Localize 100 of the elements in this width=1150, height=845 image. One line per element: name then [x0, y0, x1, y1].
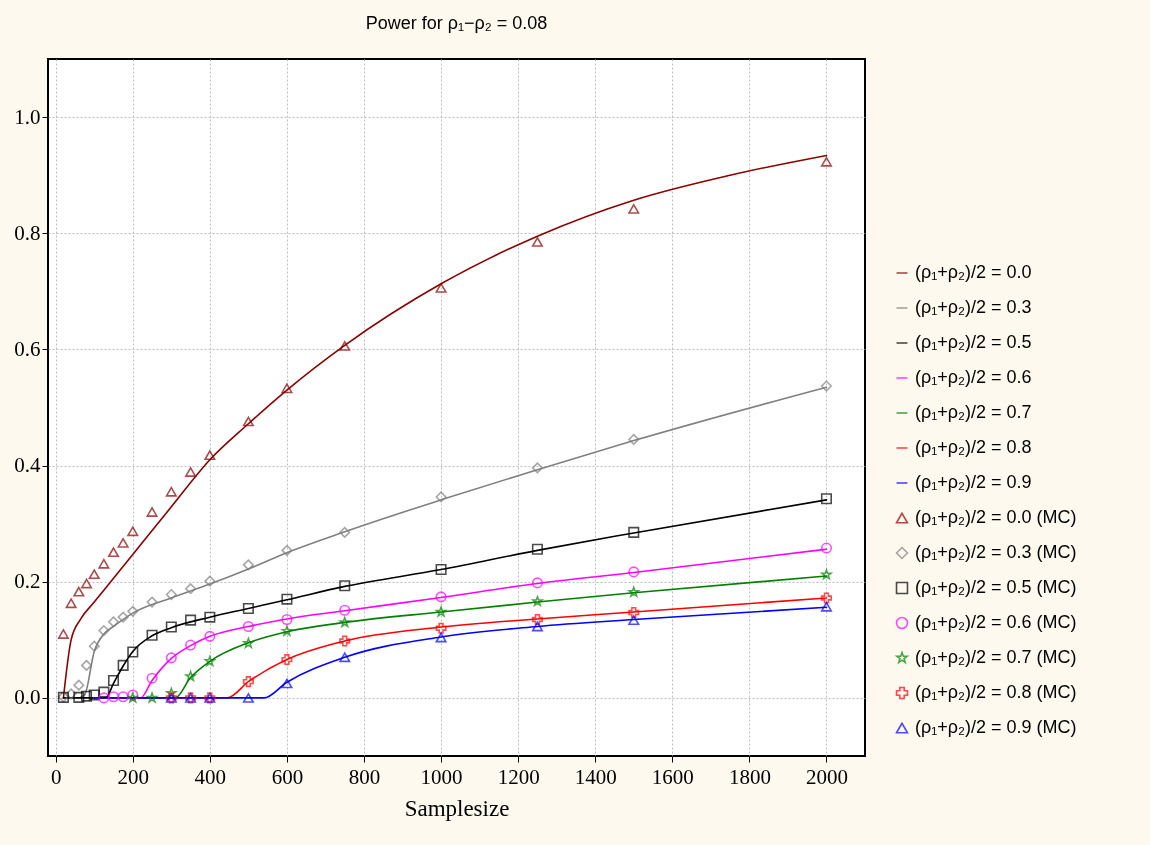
- legend-label: (ρ₁+ρ₂)/2 = 0.8 (MC): [915, 682, 1077, 702]
- point: [88, 689, 100, 701]
- point: [185, 614, 197, 626]
- point: [628, 615, 640, 625]
- point: [117, 611, 129, 623]
- point: [165, 486, 177, 497]
- point: [628, 586, 640, 597]
- point: [146, 672, 158, 684]
- x-tick-label: 1800: [728, 764, 771, 789]
- point: [820, 156, 833, 167]
- point: [435, 282, 447, 293]
- y-tick-label: 0.0: [14, 685, 41, 710]
- point: [127, 605, 139, 617]
- point: [98, 625, 110, 637]
- point: [98, 686, 110, 698]
- point: [204, 575, 216, 587]
- point: [88, 569, 100, 580]
- point: [80, 690, 93, 702]
- point: [820, 493, 833, 505]
- point: [435, 632, 447, 643]
- point: [339, 616, 351, 628]
- point: [281, 625, 293, 636]
- point: [281, 678, 293, 689]
- point: [820, 601, 833, 612]
- point: [242, 416, 254, 427]
- legend-label: (ρ₁+ρ₂)/2 = 0.5: [915, 332, 1032, 352]
- point: [242, 602, 254, 615]
- point: [165, 652, 177, 664]
- legend-label: (ρ₁+ρ₂)/2 = 0.3: [915, 297, 1032, 317]
- point: [435, 622, 447, 634]
- point: [185, 467, 197, 477]
- point: [242, 676, 254, 688]
- legend-label: (ρ₁+ρ₂)/2 = 0.6: [915, 367, 1032, 387]
- point: [146, 692, 158, 703]
- point: [185, 583, 197, 595]
- point: [628, 566, 640, 578]
- point: [57, 629, 69, 639]
- x-tick-label: 1600: [651, 764, 694, 789]
- point: [628, 433, 640, 445]
- y-tick-label: 0.6: [14, 336, 41, 361]
- x-tick-label: 2000: [805, 764, 848, 789]
- point: [339, 652, 351, 663]
- point: [435, 491, 447, 503]
- point: [281, 593, 293, 605]
- point: [339, 341, 351, 351]
- point: [531, 462, 543, 474]
- point: [185, 639, 197, 651]
- point: [242, 693, 254, 703]
- point: [107, 674, 120, 687]
- point: [339, 526, 351, 538]
- point: [117, 659, 129, 671]
- point: [204, 611, 216, 623]
- point: [88, 640, 100, 652]
- legend-label: (ρ₁+ρ₂)/2 = 0.0: [915, 262, 1032, 282]
- point: [435, 564, 447, 576]
- point: [65, 598, 77, 609]
- legend-label: (ρ₁+ρ₂)/2 = 0.9: [915, 472, 1032, 492]
- point: [80, 659, 93, 671]
- point: [628, 606, 640, 619]
- point: [531, 543, 543, 555]
- x-axis-title: Samplesize: [404, 795, 510, 821]
- y-tick-label: 0.2: [14, 569, 41, 594]
- point: [281, 613, 293, 626]
- legend-label: (ρ₁+ρ₂)/2 = 0.3 (MC): [915, 542, 1077, 562]
- y-tick-label: 0.8: [14, 220, 41, 245]
- point: [281, 383, 293, 394]
- point: [531, 237, 543, 247]
- x-tick-label: 400: [194, 764, 227, 789]
- point: [281, 654, 293, 666]
- y-tick-label: 1.0: [14, 104, 41, 129]
- x-tick-label: 1000: [420, 764, 463, 789]
- point: [531, 613, 543, 626]
- point: [531, 577, 543, 589]
- point: [73, 691, 85, 703]
- x-tick-label: 200: [117, 764, 150, 789]
- point: [281, 544, 293, 556]
- point: [107, 691, 120, 703]
- point: [628, 526, 640, 538]
- point: [204, 630, 216, 642]
- legend-label: (ρ₁+ρ₂)/2 = 0.5 (MC): [915, 577, 1077, 597]
- point: [127, 526, 139, 537]
- point: [820, 380, 833, 392]
- point: [628, 203, 640, 214]
- point: [117, 537, 129, 548]
- point: [435, 606, 447, 617]
- legend-label: (ρ₁+ρ₂)/2 = 0.6 (MC): [915, 612, 1077, 632]
- legend-label: (ρ₁+ρ₂)/2 = 0.7 (MC): [915, 647, 1077, 667]
- point: [435, 591, 447, 603]
- point: [98, 692, 110, 704]
- chart-title: Power for ρ₁−ρ₂ = 0.08: [365, 13, 548, 33]
- point: [339, 604, 351, 616]
- point: [820, 592, 833, 604]
- legend-label: (ρ₁+ρ₂)/2 = 0.0 (MC): [915, 507, 1077, 527]
- point: [73, 679, 85, 691]
- point: [204, 450, 216, 461]
- point: [80, 578, 93, 589]
- point: [531, 621, 543, 632]
- point: [242, 559, 254, 571]
- x-tick-label: 1400: [574, 764, 617, 789]
- x-tick-label: 0: [50, 764, 62, 789]
